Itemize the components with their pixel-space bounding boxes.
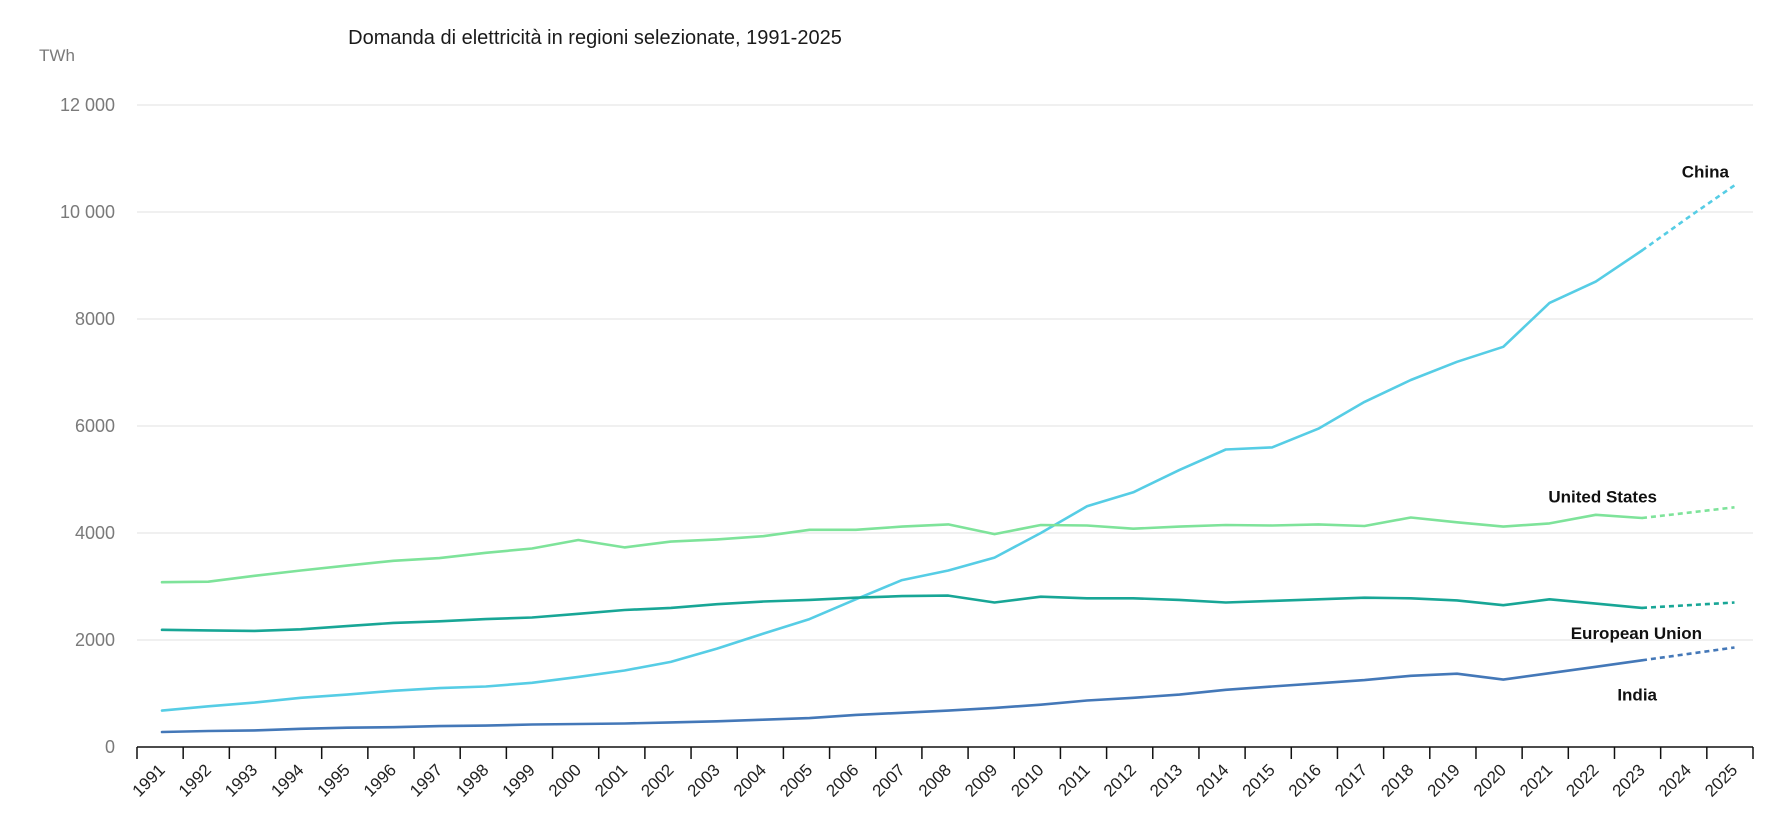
x-axis: 1991 1992 1993 1994 1995 1996 1997 1998 1999 2000… [129, 746, 1754, 801]
x-tick-label: 1994 [267, 760, 307, 800]
x-tick-label: 2023 [1609, 760, 1649, 800]
series-line-china [160, 249, 1644, 712]
y-tick-label: 10 000 [60, 202, 115, 222]
series-line-european-union [160, 594, 1644, 633]
series-label-china: China [1682, 162, 1730, 181]
y-tick-label: 4000 [75, 523, 115, 543]
series-projection-united-states [1641, 506, 1735, 520]
x-tick-label: 2025 [1701, 760, 1741, 800]
x-tick-label: 2004 [730, 760, 770, 800]
x-tick-label: 1993 [221, 760, 261, 800]
y-axis-ticks: 0 2000 4000 6000 8000 10 000 12 000 [60, 95, 115, 757]
x-tick-label: 2014 [1192, 760, 1232, 800]
series-projection-india [1641, 646, 1735, 662]
y-tick-label: 6000 [75, 416, 115, 436]
y-axis-unit: TWh [39, 46, 75, 65]
series-line-united-states [160, 513, 1644, 584]
x-tick-label: 2017 [1331, 760, 1371, 800]
y-tick-label: 2000 [75, 630, 115, 650]
x-tick-label: 1992 [175, 760, 215, 800]
y-tick-label: 0 [105, 737, 115, 757]
y-tick-label: 12 000 [60, 95, 115, 115]
x-tick-label: 2011 [1055, 760, 1094, 799]
x-tick-label: 2012 [1100, 760, 1140, 800]
x-tick-label: 2024 [1655, 760, 1695, 800]
x-tick-label: 2022 [1562, 760, 1602, 800]
series-line-india [160, 658, 1644, 734]
x-tick-label: 1999 [499, 760, 539, 800]
x-tick-label: 2010 [1007, 760, 1047, 800]
series-label-united-states: United States [1548, 488, 1657, 507]
x-tick-label: 2001 [591, 760, 631, 800]
x-tick-label: 2018 [1377, 760, 1417, 800]
series-projection-china [1641, 184, 1736, 252]
x-tick-label: 1998 [452, 760, 492, 800]
x-tick-label: 1991 [129, 760, 169, 800]
x-tick-label: 2008 [915, 760, 955, 800]
x-tick-label: 2000 [545, 760, 585, 800]
chart-title: Domanda di elettricità in regioni selezi… [348, 27, 842, 49]
series-projection-european-union [1641, 601, 1735, 610]
x-tick-label: 1996 [360, 760, 400, 800]
series-labels: China United States European Union India [1548, 162, 1729, 704]
x-tick-label: 2009 [961, 760, 1001, 800]
x-tick-label: 2015 [1239, 760, 1279, 800]
series-lines [160, 184, 1736, 734]
x-tick-label: 2007 [869, 760, 909, 800]
y-tick-label: 8000 [75, 309, 115, 329]
x-tick-label: 2021 [1516, 760, 1556, 800]
x-tick-label: 2003 [684, 760, 724, 800]
x-tick-label: 1995 [314, 760, 354, 800]
gridlines [137, 104, 1753, 641]
series-label-india: India [1617, 685, 1657, 704]
x-tick-label: 1997 [406, 760, 446, 800]
x-tick-label: 2016 [1285, 760, 1325, 800]
x-tick-label: 2013 [1146, 760, 1186, 800]
x-tick-label: 2006 [822, 760, 862, 800]
x-tick-label: 2020 [1470, 760, 1510, 800]
x-tick-label: 2019 [1424, 760, 1464, 800]
series-label-european-union: European Union [1571, 624, 1702, 643]
x-tick-label: 2005 [776, 760, 816, 800]
x-tick-label: 2002 [637, 760, 677, 800]
